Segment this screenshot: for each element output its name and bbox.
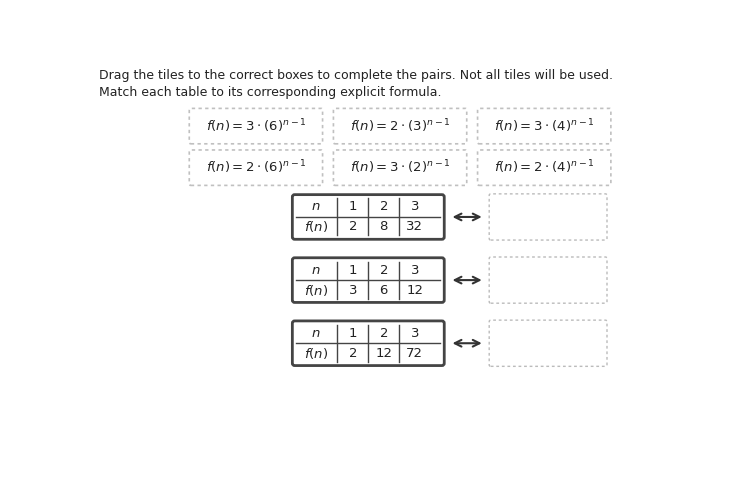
- FancyBboxPatch shape: [334, 108, 467, 144]
- Text: 12: 12: [406, 283, 423, 296]
- FancyBboxPatch shape: [292, 321, 444, 366]
- Text: 1: 1: [349, 327, 357, 340]
- FancyBboxPatch shape: [292, 258, 444, 302]
- Text: $f(n) = 2 \cdot (4)^{n-1}$: $f(n) = 2 \cdot (4)^{n-1}$: [494, 159, 594, 177]
- Text: 32: 32: [406, 221, 423, 234]
- FancyBboxPatch shape: [489, 257, 607, 303]
- Text: 2: 2: [380, 327, 388, 340]
- Text: $f(n)$: $f(n)$: [304, 282, 328, 297]
- FancyBboxPatch shape: [189, 108, 323, 144]
- Text: 2: 2: [380, 263, 388, 276]
- FancyBboxPatch shape: [292, 195, 444, 240]
- Text: $f(n) = 3 \cdot (2)^{n-1}$: $f(n) = 3 \cdot (2)^{n-1}$: [350, 159, 450, 177]
- Text: $f(n) = 2 \cdot (6)^{n-1}$: $f(n) = 2 \cdot (6)^{n-1}$: [206, 159, 306, 177]
- Text: 72: 72: [406, 347, 423, 360]
- Text: 6: 6: [380, 283, 388, 296]
- Text: 2: 2: [349, 221, 357, 234]
- FancyBboxPatch shape: [489, 194, 607, 240]
- Text: $f(n) = 2 \cdot (3)^{n-1}$: $f(n) = 2 \cdot (3)^{n-1}$: [350, 117, 450, 135]
- Text: 3: 3: [410, 201, 419, 214]
- Text: $f(n) = 3 \cdot (6)^{n-1}$: $f(n) = 3 \cdot (6)^{n-1}$: [206, 117, 306, 135]
- Text: Match each table to its corresponding explicit formula.: Match each table to its corresponding ex…: [100, 86, 442, 99]
- FancyBboxPatch shape: [489, 320, 607, 366]
- Text: $f(n) = 3 \cdot (4)^{n-1}$: $f(n) = 3 \cdot (4)^{n-1}$: [494, 117, 594, 135]
- FancyBboxPatch shape: [478, 150, 611, 186]
- FancyBboxPatch shape: [189, 150, 323, 186]
- Text: $f(n)$: $f(n)$: [304, 220, 328, 235]
- Text: $n$: $n$: [312, 327, 321, 340]
- FancyBboxPatch shape: [478, 108, 611, 144]
- FancyBboxPatch shape: [334, 150, 467, 186]
- Text: 8: 8: [380, 221, 388, 234]
- Text: $n$: $n$: [312, 201, 321, 214]
- Text: $n$: $n$: [312, 263, 321, 276]
- Text: Drag the tiles to the correct boxes to complete the pairs. Not all tiles will be: Drag the tiles to the correct boxes to c…: [100, 69, 614, 82]
- Text: 3: 3: [410, 263, 419, 276]
- Text: 3: 3: [410, 327, 419, 340]
- Text: 12: 12: [375, 347, 392, 360]
- Text: 2: 2: [380, 201, 388, 214]
- Text: 1: 1: [349, 263, 357, 276]
- Text: 2: 2: [349, 347, 357, 360]
- Text: $f(n)$: $f(n)$: [304, 346, 328, 361]
- Text: 3: 3: [349, 283, 357, 296]
- Text: 1: 1: [349, 201, 357, 214]
